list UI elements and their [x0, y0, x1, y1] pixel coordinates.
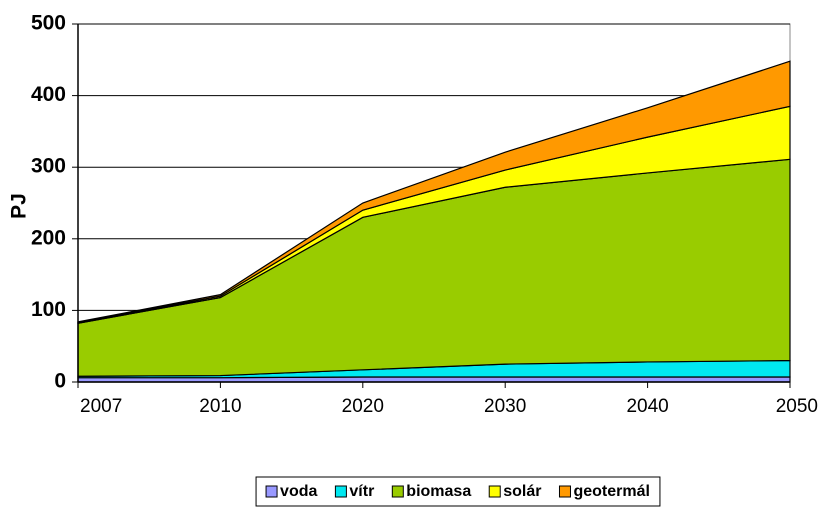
x-tick-label: 2010 — [199, 396, 241, 417]
legend: voda vítr biomasa solár geotermál — [255, 476, 661, 507]
y-tick-label: 0 — [54, 370, 66, 393]
legend-label: solár — [503, 483, 541, 500]
legend-swatch — [558, 485, 571, 498]
x-tick-label: 2020 — [342, 396, 384, 417]
legend-label: vítr — [349, 483, 374, 500]
x-tick-label: 2040 — [626, 396, 668, 417]
legend-swatch — [334, 485, 347, 498]
x-tick-label: 2030 — [484, 396, 526, 417]
area — [77, 60, 791, 324]
y-tick-label: 300 — [31, 155, 66, 178]
legend-swatch — [265, 485, 278, 498]
legend-swatch — [488, 485, 501, 498]
x-tick-label: 2007 — [80, 396, 122, 417]
y-axis-label: PJ — [8, 193, 31, 219]
legend-label: geotermál — [573, 483, 649, 500]
y-tick-label: 500 — [31, 12, 66, 35]
y-tick-label: 200 — [31, 226, 66, 249]
y-tick-label: 100 — [31, 298, 66, 321]
legend-label: biomasa — [406, 483, 471, 500]
y-tick-label: 400 — [31, 83, 66, 106]
x-tick-label: 2050 — [776, 396, 818, 417]
legend-label: voda — [280, 483, 317, 500]
legend-swatch — [391, 485, 404, 498]
legend-box — [255, 476, 661, 507]
